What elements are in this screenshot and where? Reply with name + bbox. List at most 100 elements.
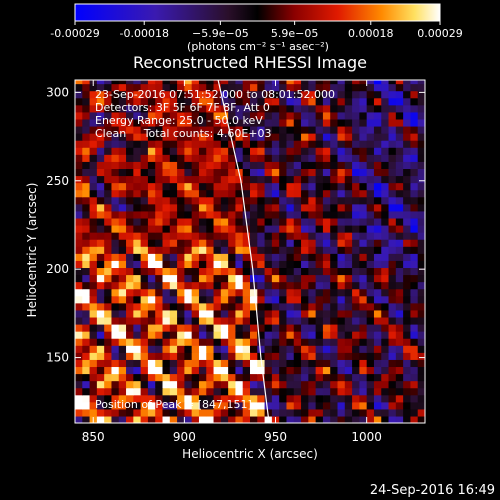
heatmap-cell <box>126 189 134 198</box>
heatmap-cell <box>213 90 222 99</box>
heatmap-cell <box>403 90 412 99</box>
heatmap-cell <box>301 387 309 396</box>
heatmap-cell <box>133 118 142 127</box>
heatmap-cell <box>228 309 237 318</box>
heatmap-cell <box>242 274 251 283</box>
heatmap-cell <box>315 323 324 332</box>
heatmap-cell <box>140 373 149 382</box>
heatmap-cell <box>359 415 368 423</box>
heatmap-cell <box>250 359 258 368</box>
heatmap-cell <box>133 302 142 311</box>
heatmap-cell <box>162 295 171 304</box>
heatmap-cell <box>286 246 295 254</box>
heatmap-cell <box>242 140 251 148</box>
heatmap-cell <box>301 345 309 353</box>
heatmap-cell <box>417 394 425 403</box>
heatmap-cell <box>352 309 360 318</box>
colorbar <box>74 3 441 22</box>
heatmap-cell <box>75 83 83 92</box>
heatmap-cell <box>395 281 404 290</box>
heatmap-cell <box>198 83 207 92</box>
x-axis: 850 900 950 1000 <box>82 80 382 444</box>
annotation-peak-position: Position of Peak = [847,151] <box>95 398 252 411</box>
heatmap-cell <box>140 274 149 283</box>
heatmap-cell <box>111 401 120 410</box>
heatmap-cell <box>330 210 339 219</box>
heatmap-cell <box>388 373 397 382</box>
heatmap-cell <box>322 401 331 410</box>
heatmap-cell <box>133 83 142 92</box>
heatmap-cell <box>162 359 171 368</box>
heatmap-cell <box>177 239 185 247</box>
heatmap-cell <box>184 217 193 226</box>
heatmap-cell <box>126 366 134 375</box>
heatmap-cell <box>111 415 120 423</box>
heatmap-cell <box>301 83 309 92</box>
heatmap-cell <box>228 281 237 290</box>
heatmap-cell <box>140 168 149 177</box>
heatmap-cell <box>293 111 302 120</box>
heatmap-cell <box>315 217 324 226</box>
heatmap-cell <box>352 161 360 169</box>
heatmap-cell <box>104 140 113 148</box>
heatmap-cell <box>388 133 397 141</box>
heatmap-cell <box>184 239 193 247</box>
heatmap-cell <box>264 302 273 311</box>
heatmap-cell <box>184 80 193 85</box>
heatmap-cell <box>89 118 98 127</box>
heatmap-cell <box>395 387 404 396</box>
heatmap-cell <box>286 232 295 240</box>
heatmap-cell <box>96 267 105 276</box>
heatmap-cell <box>308 295 317 304</box>
heatmap-cell <box>330 288 339 297</box>
heatmap-cell <box>184 154 193 162</box>
heatmap-cell <box>322 316 331 325</box>
heatmap-cell <box>118 97 127 106</box>
heatmap-cell <box>206 196 215 205</box>
heatmap-cell <box>147 118 156 127</box>
heatmap-cell <box>388 281 397 290</box>
heatmap-cell <box>403 83 412 92</box>
heatmap-cell <box>308 359 317 368</box>
heatmap-cell <box>279 168 288 177</box>
heatmap-cell <box>315 352 324 360</box>
heatmap-cell <box>235 210 244 219</box>
heatmap-cell <box>250 352 258 360</box>
heatmap-cell <box>177 104 185 113</box>
heatmap-cell <box>381 189 390 198</box>
heatmap-cell <box>315 373 324 382</box>
heatmap-cell <box>257 97 266 106</box>
heatmap-cell <box>359 260 368 269</box>
heatmap-cell <box>242 267 251 276</box>
heatmap-cell <box>235 401 244 410</box>
heatmap-cell <box>293 408 302 417</box>
heatmap-cell <box>337 288 346 297</box>
heatmap-cell <box>308 338 317 346</box>
heatmap-cell <box>133 380 142 389</box>
heatmap-cell <box>228 323 237 332</box>
heatmap-cell <box>162 366 171 375</box>
heatmap-cell <box>293 224 302 233</box>
heatmap-cell <box>147 380 156 389</box>
heatmap-cell <box>322 97 331 106</box>
heatmap-cell <box>96 217 105 226</box>
heatmap-cell <box>162 331 171 339</box>
heatmap-cell <box>228 182 237 191</box>
heatmap-cell <box>366 80 375 85</box>
heatmap-cell <box>388 147 397 155</box>
heatmap-cell <box>344 90 353 99</box>
heatmap-cell <box>111 345 120 353</box>
heatmap-cell <box>89 338 98 346</box>
heatmap-cell <box>359 316 368 325</box>
heatmap-cell <box>213 387 222 396</box>
heatmap-cell <box>111 217 120 226</box>
heatmap-cell <box>206 224 215 233</box>
heatmap-cell <box>344 316 353 325</box>
heatmap-cell <box>140 210 149 219</box>
heatmap-cell <box>330 373 339 382</box>
heatmap-cell <box>213 408 222 417</box>
heatmap-cell <box>235 352 244 360</box>
heatmap-cell <box>213 246 222 254</box>
heatmap-cell <box>315 161 324 169</box>
heatmap-cell <box>198 224 207 233</box>
